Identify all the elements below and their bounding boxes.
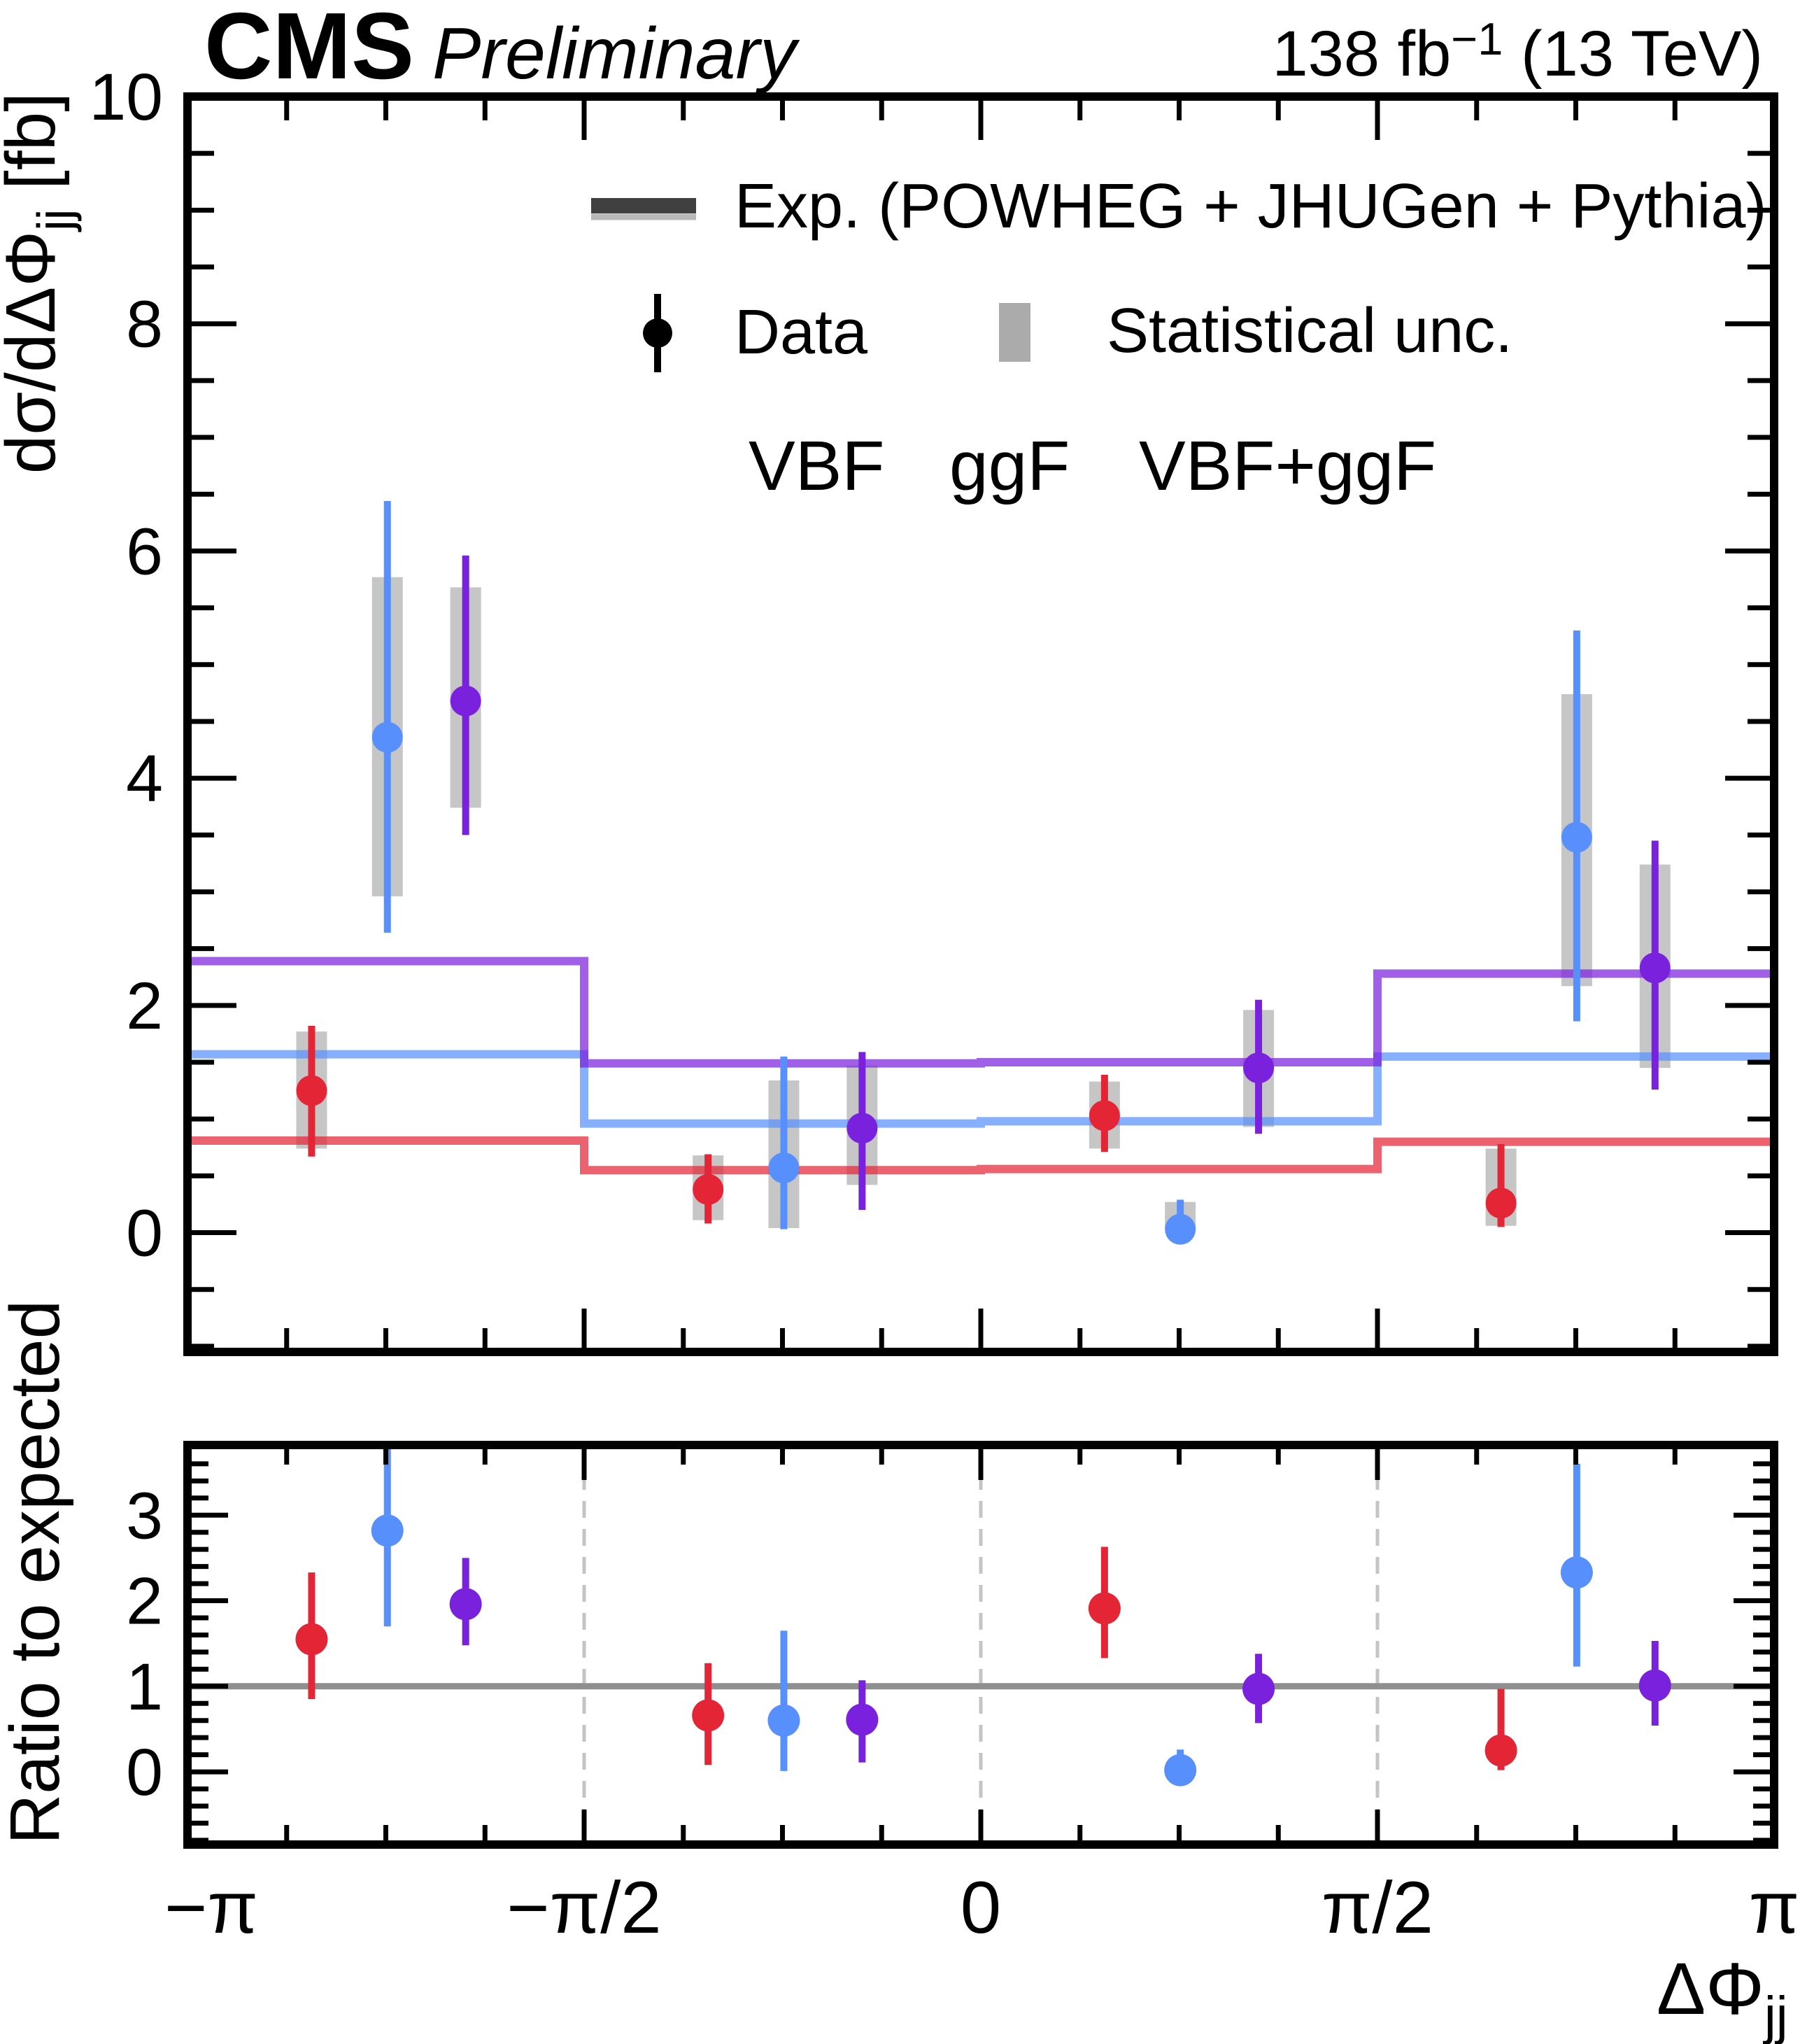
ratio-data bbox=[295, 1449, 1671, 1786]
data-point-VBF bbox=[1485, 1187, 1517, 1219]
data-point-VBF bbox=[1089, 1100, 1120, 1132]
x-title-main: ΔΦ bbox=[1657, 1948, 1764, 2030]
ratio-point-VBF bbox=[295, 1623, 328, 1656]
expected-step-line-VBF bbox=[192, 1136, 1770, 1175]
main-y-tick-label: 0 bbox=[126, 1197, 163, 1271]
main-y-tick-label: 4 bbox=[126, 742, 163, 816]
cms-logo: CMS bbox=[204, 0, 414, 99]
legend-expected-label: Exp. (POWHEG + JHUGen + Pythia) bbox=[735, 171, 1766, 241]
ratio-point-VBF+ggF bbox=[449, 1588, 482, 1621]
lumi-prefix: 138 fb bbox=[1273, 18, 1452, 90]
stat-unc-swatch bbox=[999, 303, 1030, 362]
data-point-ggF bbox=[371, 721, 403, 753]
data-point-VBF+ggF bbox=[1243, 1052, 1275, 1084]
ratio-point-VBF+ggF bbox=[1638, 1669, 1671, 1702]
data-point-VBF bbox=[296, 1075, 327, 1106]
x-tick-label: π/2 bbox=[1321, 1867, 1433, 1949]
legend-series-ggf: ggF bbox=[949, 427, 1070, 505]
legend-data-label: Data bbox=[735, 297, 868, 367]
ratio-y-tick-label: 3 bbox=[126, 1479, 163, 1553]
ratio-point-VBF+ggF bbox=[1242, 1672, 1275, 1705]
x-title-subscript: jj bbox=[1763, 1986, 1788, 2044]
chart-layer: 0 2 4 6 8 10 0 1 2 3 −π −π/2 0 π/2 π bbox=[89, 60, 1799, 1949]
x-tick-label: 0 bbox=[961, 1867, 1001, 1949]
x-tick-label: π bbox=[1749, 1867, 1799, 1949]
expected-step-line-VBF+ggF bbox=[192, 957, 1770, 1068]
ratio-point-ggF bbox=[1164, 1754, 1197, 1786]
x-tick-label: −π/2 bbox=[506, 1867, 661, 1949]
data-point-ggF bbox=[1561, 822, 1592, 853]
preliminary-label: Preliminary bbox=[432, 13, 800, 94]
main-y-tick-label: 2 bbox=[126, 969, 163, 1043]
ratio-point-ggF bbox=[371, 1514, 404, 1547]
legend-series-vbf-ggf: VBF+ggF bbox=[1139, 427, 1436, 505]
data-point-VBF+ggF bbox=[450, 685, 481, 717]
ratio-y-tick-label: 2 bbox=[126, 1565, 163, 1639]
ratio-guides bbox=[192, 1449, 1770, 1840]
ratio-point-ggF bbox=[1560, 1556, 1593, 1589]
axis-ticks bbox=[185, 94, 1777, 1843]
y-title-main: dσ/dΔΦ bbox=[0, 231, 70, 474]
ratio-y-tick-label: 0 bbox=[126, 1735, 163, 1810]
lumi-superscript: −1 bbox=[1451, 13, 1503, 64]
ratio-point-VBF+ggF bbox=[846, 1703, 879, 1736]
data-point-VBF+ggF bbox=[1639, 952, 1671, 984]
data-point-VBF+ggF bbox=[846, 1113, 878, 1144]
ratio-panel-frame bbox=[183, 1441, 1778, 1849]
main-y-tick-label: 10 bbox=[89, 60, 163, 134]
tick-labels: 0 2 4 6 8 10 0 1 2 3 −π −π/2 0 π/2 π bbox=[89, 60, 1799, 1949]
ratio-y-tick-label: 1 bbox=[126, 1650, 163, 1724]
y-title-subscript: jj bbox=[27, 209, 82, 232]
legend: Exp. (POWHEG + JHUGen + Pythia) Data Sta… bbox=[591, 171, 1766, 505]
ratio-point-ggF bbox=[767, 1704, 800, 1737]
lumi-suffix: (13 TeV) bbox=[1503, 18, 1763, 90]
ratio-point-VBF bbox=[1088, 1592, 1121, 1625]
main-data bbox=[192, 500, 1770, 1245]
data-point-ggF bbox=[1165, 1213, 1196, 1245]
main-panel-frame bbox=[183, 92, 1778, 1356]
y-title-units: [fb] bbox=[0, 92, 70, 209]
main-y-tick-label: 6 bbox=[126, 514, 163, 588]
lumi-label: 138 fb−1 (13 TeV) bbox=[1273, 13, 1764, 90]
main-y-axis-title: dσ/dΔΦjj [fb] bbox=[0, 92, 82, 474]
ratio-y-axis-title: Ratio to expected bbox=[0, 1300, 74, 1845]
data-point-VBF bbox=[693, 1173, 724, 1205]
ratio-point-VBF bbox=[692, 1699, 725, 1732]
ratio-point-VBF bbox=[1484, 1734, 1517, 1767]
data-marker-icon bbox=[643, 318, 672, 348]
x-tick-label: −π bbox=[164, 1867, 258, 1949]
legend-stat-label: Statistical unc. bbox=[1107, 296, 1512, 366]
main-y-tick-label: 8 bbox=[126, 288, 163, 362]
legend-series-vbf: VBF bbox=[749, 427, 884, 505]
data-point-ggF bbox=[768, 1152, 800, 1183]
x-axis-title: ΔΦjj bbox=[1657, 1948, 1788, 2044]
